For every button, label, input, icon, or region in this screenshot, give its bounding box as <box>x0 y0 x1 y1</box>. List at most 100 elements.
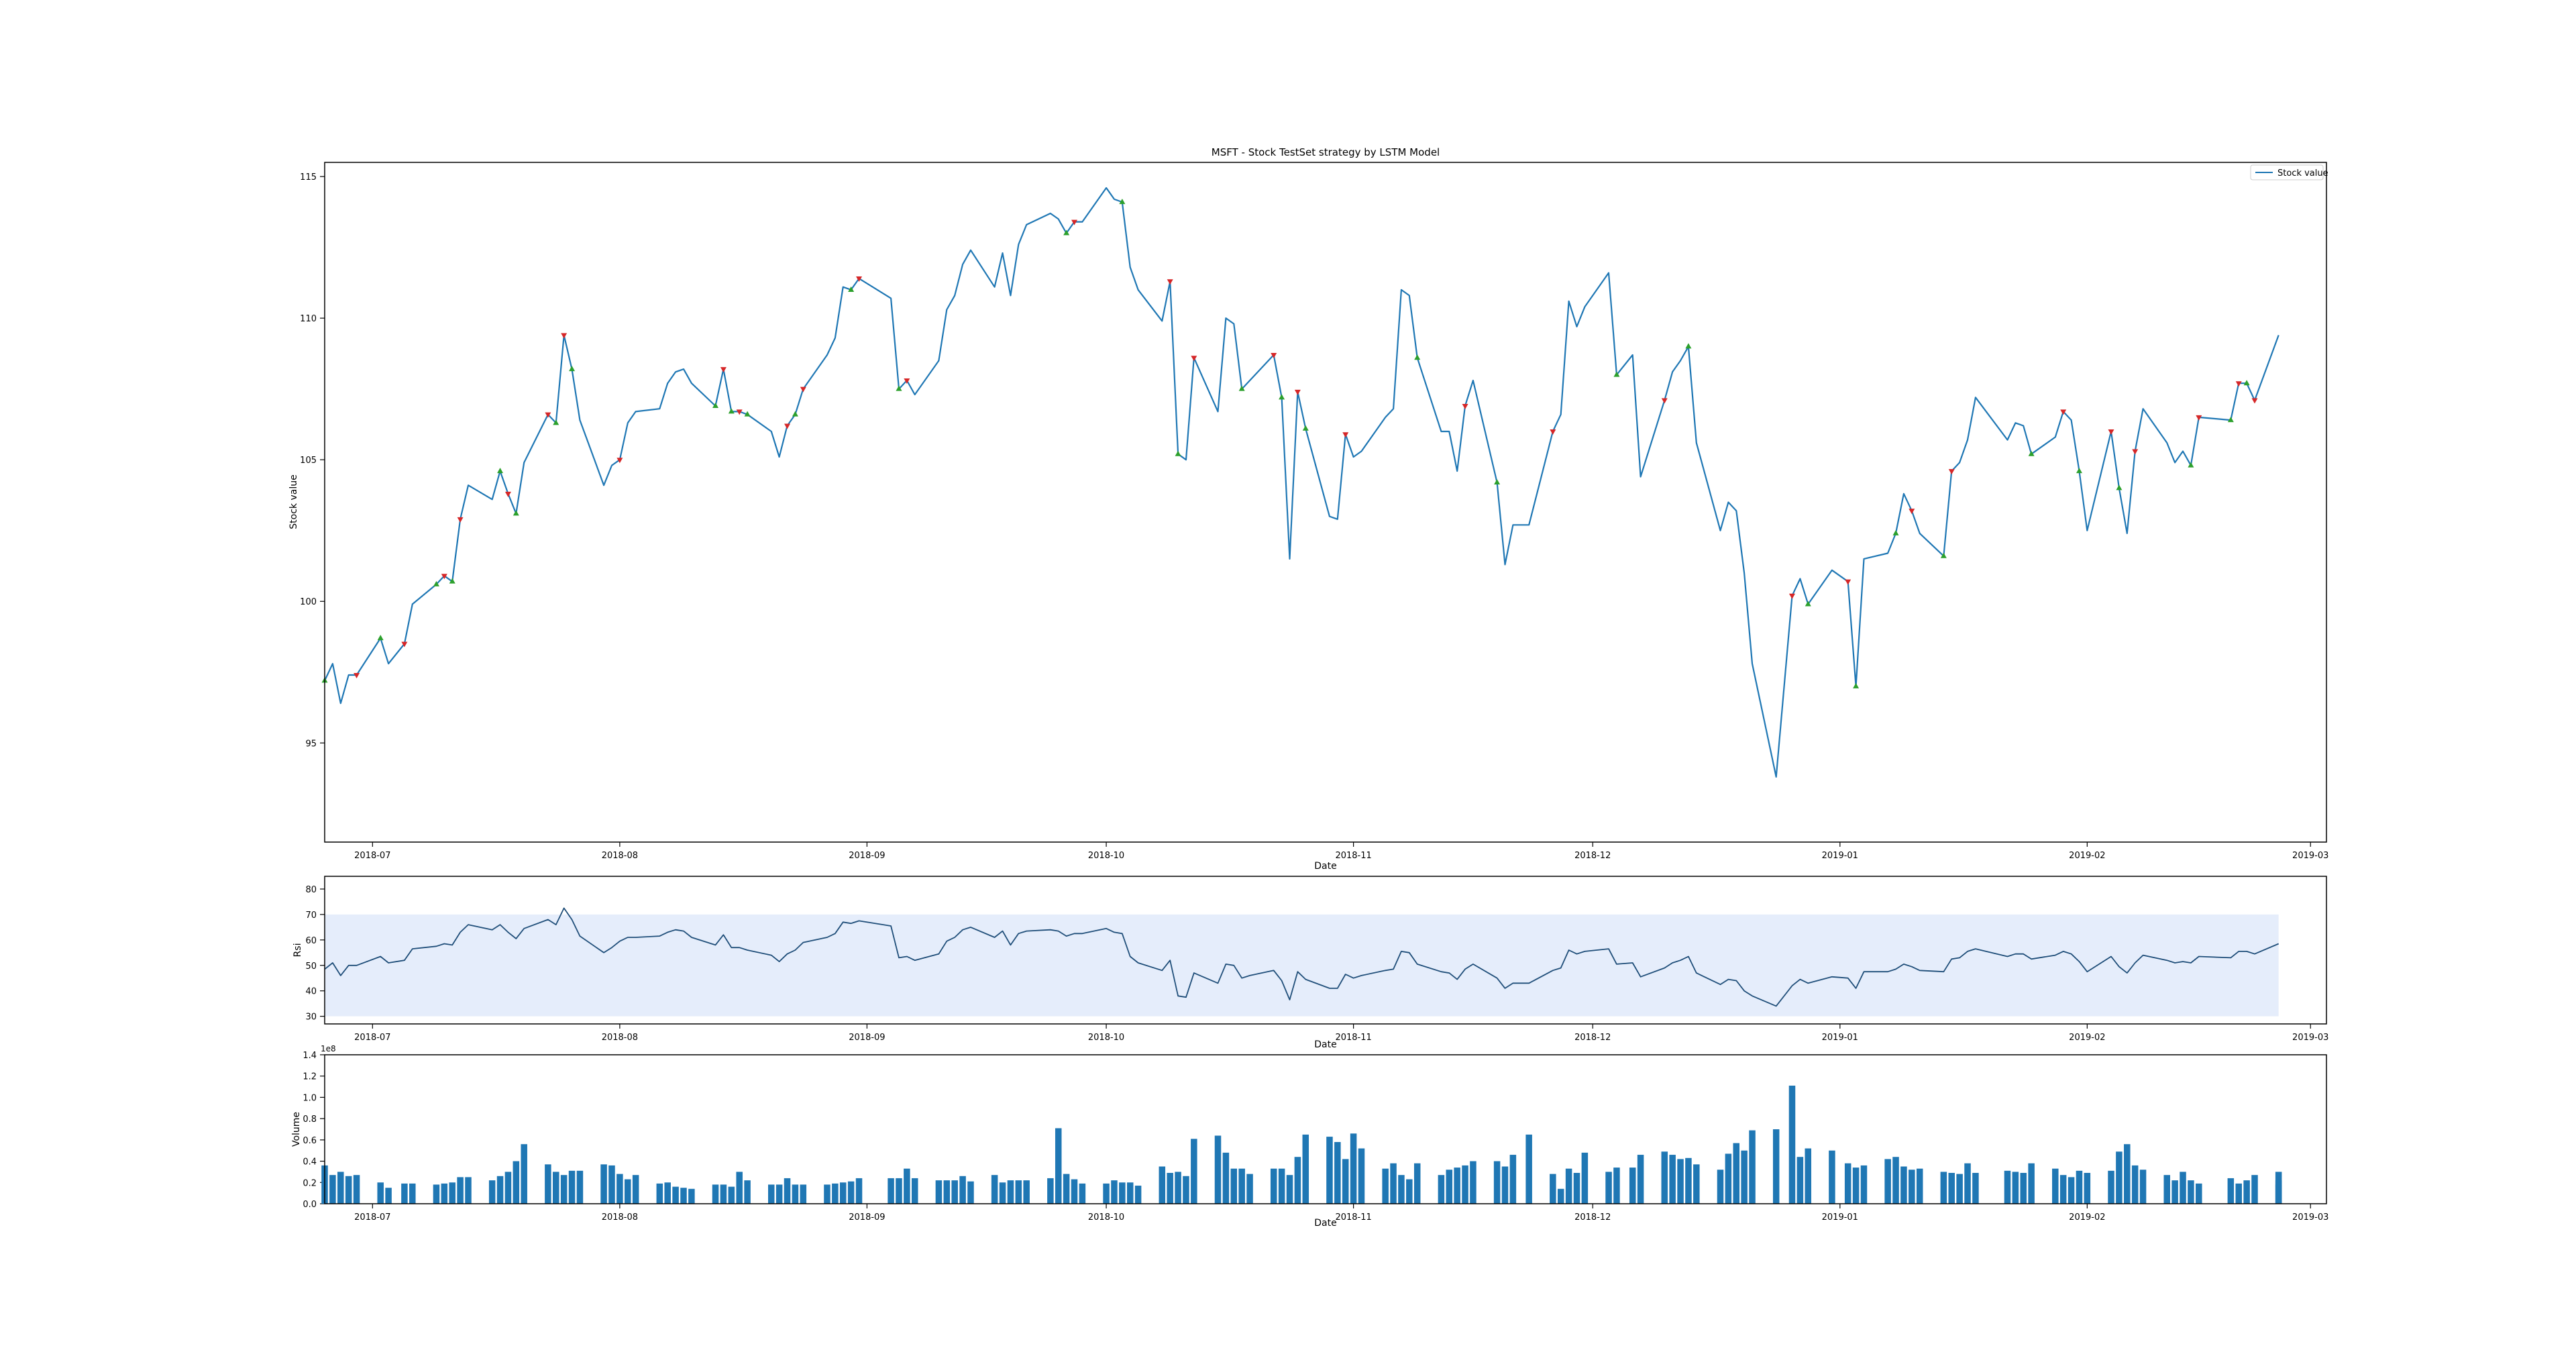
volume-axes: 2018-07 2018-08 2018-09 2018-10 2018-11 2018-… <box>303 1051 2328 1223</box>
volume-bar <box>2116 1151 2123 1204</box>
volume-bar <box>1191 1139 1197 1204</box>
sell-signal-marker <box>354 672 360 678</box>
volume-bar <box>888 1178 894 1204</box>
volume-bar <box>1972 1173 1979 1204</box>
buy-signal-marker <box>513 510 519 516</box>
sell-signal-marker <box>1661 398 1668 404</box>
volume-x-axis-label: Date <box>1314 1218 1336 1229</box>
volume-bar <box>1055 1128 1062 1204</box>
y-axis-label: Stock value <box>288 474 299 529</box>
volume-x-tick-label: 2018-09 <box>849 1212 885 1223</box>
buy-signal-marker <box>433 580 439 586</box>
volume-bar <box>1717 1170 1724 1204</box>
volume-chart: 2018-07 2018-08 2018-09 2018-10 2018-11 2018-… <box>291 1044 2328 1229</box>
volume-bar <box>744 1180 751 1204</box>
volume-bar <box>1916 1168 1923 1204</box>
volume-bar <box>1015 1180 1022 1204</box>
volume-bar <box>1350 1133 1357 1204</box>
legend: Stock value <box>2250 164 2328 180</box>
volume-y-tick-label: 1.2 <box>303 1072 317 1082</box>
volume-bar <box>337 1172 344 1204</box>
rsi-x-tick-label: 2018-11 <box>1335 1033 1371 1043</box>
rsi-y-axis-label: Rsi <box>292 943 303 957</box>
sell-signal-marker <box>1167 279 1173 285</box>
volume-bar <box>847 1181 855 1204</box>
rsi-x-tick-label: 2018-08 <box>602 1033 638 1043</box>
volume-bar <box>896 1178 902 1204</box>
volume-bar <box>839 1182 847 1204</box>
volume-bar <box>1741 1150 1748 1204</box>
volume-bar <box>680 1188 687 1204</box>
rsi-series <box>324 907 2279 1007</box>
buy-signal-marker <box>497 468 504 474</box>
volume-bar <box>2275 1172 2282 1204</box>
volume-bar <box>1342 1159 1349 1204</box>
volume-bar <box>513 1161 520 1204</box>
sell-signal-marker <box>2108 429 2114 435</box>
volume-bar <box>1175 1172 1181 1204</box>
sell-signal-marker <box>2235 381 2242 387</box>
buy-signal-marker <box>553 419 559 425</box>
rsi-x-tick-label: 2018-07 <box>354 1033 390 1043</box>
volume-bar <box>1573 1173 1580 1204</box>
volume-bar <box>1390 1163 1397 1204</box>
sell-signal-marker <box>1071 219 1078 225</box>
legend-box <box>2250 164 2324 180</box>
sell-signal-marker <box>1342 432 1349 438</box>
stock-value-line <box>324 187 2279 778</box>
volume-y-tick-label: 1.0 <box>303 1093 317 1103</box>
sell-signal-marker <box>2196 415 2202 421</box>
volume-bar <box>1246 1174 1253 1204</box>
sell-signal-marker <box>441 574 447 580</box>
volume-bar <box>1358 1148 1365 1204</box>
stock-value-x-tick-label: 2018-12 <box>1574 851 1611 861</box>
volume-bar <box>1438 1175 1445 1204</box>
volume-bar <box>775 1184 783 1204</box>
sell-signal-marker <box>545 412 551 418</box>
volume-bar <box>2235 1183 2242 1204</box>
buy-signal-marker <box>2116 484 2123 490</box>
volume-bar <box>1669 1155 1676 1204</box>
sell-signal-marker <box>2132 449 2139 455</box>
volume-bar <box>1454 1168 1460 1204</box>
volume-bar <box>488 1180 496 1204</box>
volume-bar <box>1278 1168 1285 1204</box>
buy-signal-marker <box>1892 529 1899 535</box>
volume-bar <box>1103 1183 1110 1204</box>
rsi-y-tick-label: 40 <box>305 987 317 997</box>
x-axis-label: Date <box>1314 861 1336 872</box>
volume-bar <box>911 1178 918 1204</box>
volume-bar <box>632 1175 639 1204</box>
sell-signal-marker <box>856 276 863 282</box>
stock-value-axes: 2018-07 2018-08 2018-09 2018-10 2018-11 2018-… <box>300 172 2328 861</box>
rsi-y-tick-label: 30 <box>305 1013 317 1023</box>
buy-signal-marker <box>1685 343 1692 349</box>
volume-bar <box>1334 1142 1341 1204</box>
sell-signal-marker <box>1909 509 1915 515</box>
rsi-x-axis-label: Date <box>1314 1039 1336 1050</box>
volume-bar <box>441 1183 448 1204</box>
rsi-x-tick-label: 2018-09 <box>849 1033 885 1043</box>
buy-signal-marker <box>1279 394 1285 400</box>
volume-bar <box>625 1179 631 1204</box>
volume-bar <box>1167 1173 1173 1204</box>
volume-bar <box>1063 1174 1070 1204</box>
rsi-y-tick-label: 50 <box>305 962 317 972</box>
sell-signal-marker <box>561 333 568 339</box>
volume-bar <box>1079 1183 1086 1204</box>
volume-bar <box>1964 1163 1971 1204</box>
buy-signal-marker <box>449 578 455 584</box>
volume-bar <box>1326 1137 1333 1204</box>
volume-bar <box>1685 1157 1692 1204</box>
sell-signal-marker <box>2060 409 2067 415</box>
volume-bar <box>1111 1180 1118 1204</box>
buy-signal-marker <box>2243 380 2250 386</box>
volume-bar <box>784 1178 791 1204</box>
volume-bar <box>2052 1168 2059 1204</box>
volume-bar <box>2004 1170 2011 1204</box>
volume-bar <box>1613 1168 1620 1204</box>
buy-signal-marker <box>2227 417 2234 423</box>
rsi-x-tick-label: 2019-02 <box>2069 1033 2105 1043</box>
volume-bar <box>1733 1143 1740 1204</box>
